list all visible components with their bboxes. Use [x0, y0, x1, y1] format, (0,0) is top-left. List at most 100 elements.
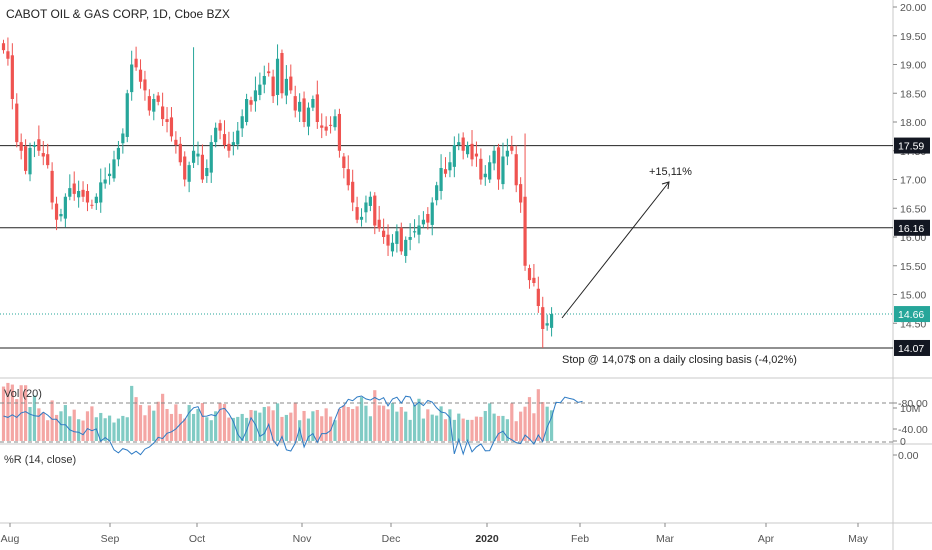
candle-body	[152, 99, 156, 112]
time-tick-label: May	[848, 533, 869, 545]
volume-bar	[178, 413, 182, 441]
candle-body	[24, 146, 28, 171]
volume-bar	[24, 385, 28, 441]
candle-body	[293, 96, 297, 111]
candle-body	[245, 99, 249, 122]
candle-body	[275, 58, 280, 95]
candle-body	[249, 100, 253, 105]
volume-bar	[470, 419, 474, 441]
volume-bar	[527, 397, 532, 441]
time-tick-label: Mar	[656, 533, 675, 545]
candle-body	[430, 202, 434, 225]
candle-body	[125, 93, 129, 137]
candle-body	[452, 145, 456, 167]
time-tick-label: Aug	[1, 533, 20, 545]
volume-bar	[412, 404, 417, 441]
volume-bar	[474, 416, 479, 441]
candle-body	[496, 147, 501, 180]
candle-body	[161, 106, 165, 120]
wr-tick-label: -80.00	[898, 398, 928, 410]
candle-body	[10, 55, 14, 99]
volume-bar	[46, 420, 50, 441]
wr-label: %R (14, close)	[4, 454, 76, 466]
candle-body	[386, 234, 390, 246]
candle-body	[492, 150, 496, 164]
candle-body	[474, 153, 479, 157]
candle-body	[364, 202, 368, 213]
volume-bar	[426, 409, 430, 441]
candle-body	[6, 51, 10, 59]
candle-body	[271, 76, 275, 97]
candle-body	[479, 158, 483, 180]
last-price-label: 14.66	[898, 309, 924, 321]
volume-bar	[200, 403, 204, 441]
volume-bar	[430, 414, 434, 441]
candle-body	[532, 277, 536, 283]
volume-bar	[28, 407, 32, 441]
candle-body	[174, 139, 178, 145]
volume-bar	[121, 415, 125, 441]
volume-bar	[134, 397, 138, 441]
volume-bar	[169, 413, 174, 441]
price-tick-label: 15.50	[900, 261, 926, 273]
candle-body	[178, 143, 182, 163]
volume-bar	[293, 402, 297, 441]
volume-bar	[399, 407, 403, 441]
volume-bar	[311, 411, 315, 441]
volume-bar	[324, 408, 328, 441]
volume-bar	[37, 408, 41, 441]
candle-body	[15, 103, 19, 143]
volume-bar	[187, 405, 191, 441]
volume-tick-label: 0	[900, 436, 906, 448]
candle-body	[439, 168, 443, 191]
candle-body	[461, 137, 465, 151]
candle-body	[54, 203, 59, 220]
candle-body	[50, 170, 54, 203]
price-tick-label: 16.50	[900, 203, 926, 215]
candle-body	[470, 143, 474, 160]
volume-bar	[32, 395, 37, 441]
volume-bar	[130, 385, 134, 441]
volume-bar	[161, 393, 165, 441]
candle-body	[134, 58, 138, 68]
candle-body	[355, 207, 359, 220]
candle-body	[510, 146, 514, 151]
volume-bar	[488, 403, 492, 441]
candle-body	[320, 125, 324, 128]
volume-bar	[382, 405, 386, 441]
candle-body	[545, 323, 549, 326]
candle-body	[298, 101, 302, 112]
time-axis: Aug Sep Oct Nov Dec 2020 Feb Mar Apr May	[1, 523, 869, 545]
level-price-tag	[894, 339, 930, 356]
volume-bar	[138, 405, 143, 441]
price-tick-label: 19.50	[900, 31, 926, 43]
volume-bar	[6, 382, 10, 441]
candle-body	[315, 94, 319, 122]
stop-annotation: Stop @ 14,07$ on a daily closing basis (…	[562, 354, 797, 366]
volume-bar	[50, 400, 54, 441]
horizontal-levels: 17.59 16.16 14.07 14.66	[0, 137, 930, 356]
volume-bar	[143, 415, 147, 441]
candle-body	[59, 214, 63, 217]
candle-body	[107, 173, 112, 177]
candle-body	[183, 156, 187, 180]
candle-body	[346, 169, 350, 186]
volume-bar	[505, 419, 509, 441]
candle-body	[333, 116, 337, 128]
candle-body	[501, 156, 505, 185]
volume-bar	[545, 406, 549, 441]
candle-body	[404, 239, 408, 256]
volume-bar	[275, 403, 280, 441]
candle-body	[324, 126, 328, 131]
candle-body	[399, 227, 403, 252]
volume-bar	[280, 416, 284, 441]
candle-body	[527, 268, 532, 281]
volume-bar	[72, 409, 76, 441]
volume-bar	[514, 421, 518, 441]
volume-bar	[519, 411, 523, 441]
candle-body	[200, 154, 204, 180]
level-price-label: 14.07	[898, 343, 924, 355]
volume-bar	[320, 416, 324, 441]
candle-body	[280, 53, 284, 94]
